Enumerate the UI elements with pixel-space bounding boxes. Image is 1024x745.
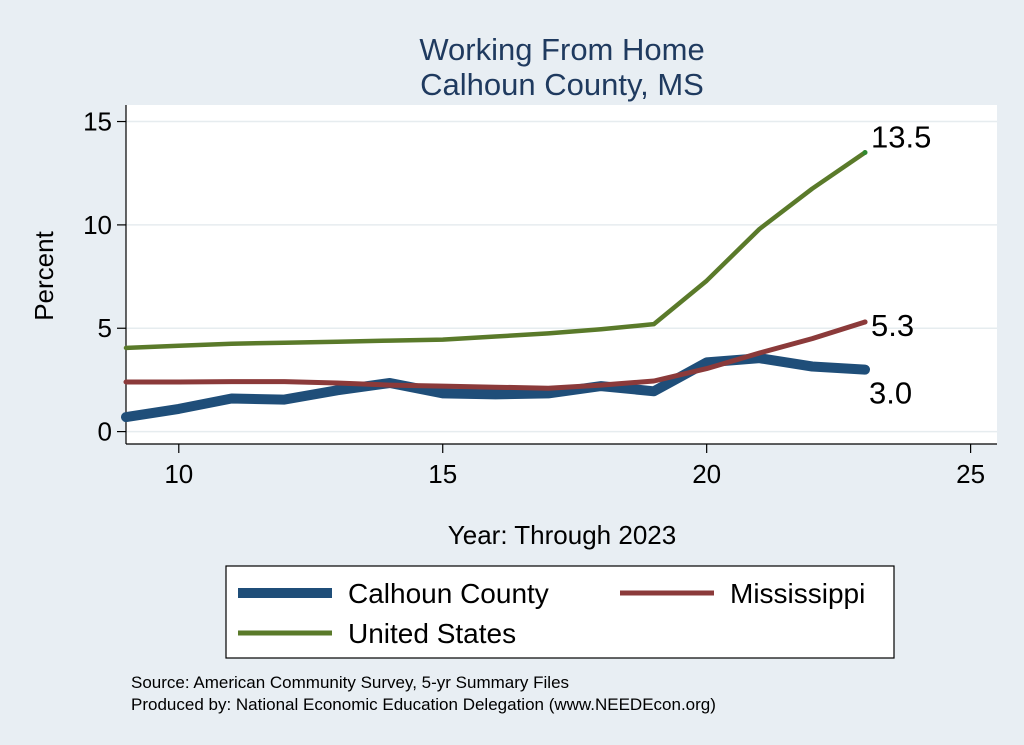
end-label-mississippi: 5.3: [871, 308, 914, 343]
legend-label-mississippi: Mississippi: [730, 578, 865, 609]
series-end-point-1: [862, 319, 868, 325]
end-label-calhoun-county: 3.0: [869, 376, 912, 411]
x-tick-label-20: 20: [692, 459, 721, 489]
chart-title-line-1: Working From Home: [419, 32, 704, 67]
y-axis: 0 5 10 15: [83, 105, 127, 447]
y-axis-label: Percent: [29, 230, 59, 320]
legend-label-calhoun: Calhoun County: [348, 578, 549, 609]
x-tick-label-10: 10: [164, 459, 193, 489]
end-label-united-states: 13.5: [871, 120, 931, 155]
legend-label-us: United States: [348, 618, 516, 649]
x-axis-label: Year: Through 2023: [448, 520, 676, 550]
x-tick-label-25: 25: [956, 459, 985, 489]
produced-by-note: Produced by: National Economic Education…: [131, 695, 716, 714]
chart-title: Working From Home Calhoun County, MS: [419, 32, 704, 102]
y-tick-label-5: 5: [98, 313, 112, 343]
legend: Calhoun County Mississippi United States: [225, 565, 895, 659]
y-tick-label-10: 10: [83, 210, 112, 240]
series-end-point-0: [862, 367, 868, 373]
series-end-point-2: [862, 150, 868, 156]
y-tick-label-0: 0: [98, 417, 112, 447]
y-tick-label-15: 15: [83, 107, 112, 137]
legend-box: [225, 565, 895, 659]
gridlines: [126, 120, 997, 433]
end-labels: 3.0 5.3 13.5: [869, 120, 931, 411]
source-note: Source: American Community Survey, 5-yr …: [131, 673, 569, 692]
series-lines: [121, 150, 870, 423]
x-tick-label-15: 15: [428, 459, 457, 489]
series-line-united-states: [123, 150, 868, 351]
series-line-mississippi: [123, 319, 868, 391]
chart-title-line-2: Calhoun County, MS: [420, 67, 704, 102]
x-axis: 10 15 20 25: [126, 443, 997, 489]
